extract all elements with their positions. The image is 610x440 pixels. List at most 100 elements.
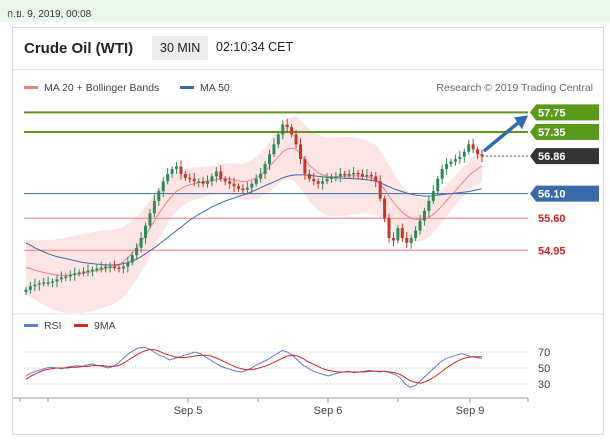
ma20-legend-swatch [24, 86, 38, 89]
candle [228, 176, 232, 189]
candle [409, 234, 413, 249]
candle [237, 183, 241, 192]
candle [329, 173, 333, 183]
level-tag-56.86: 56.86 [530, 148, 599, 165]
candle [334, 171, 338, 182]
level-tag-56.10: 56.10 [530, 185, 599, 202]
candle [445, 158, 449, 175]
candle [55, 274, 59, 288]
ma20-line [25, 147, 483, 276]
bollinger-fill [26, 116, 482, 314]
rsi-series-9MA [25, 349, 482, 384]
candle [440, 164, 444, 184]
candle [188, 173, 192, 183]
candle [422, 207, 426, 226]
bollinger-band [26, 116, 482, 314]
svg-text:54.95: 54.95 [538, 245, 566, 257]
candle [267, 149, 271, 170]
rsi-tick-70: 70 [538, 347, 550, 359]
candle [108, 262, 112, 273]
candle [95, 264, 99, 273]
candle [290, 124, 294, 138]
rsi-tick-30: 30 [538, 379, 550, 391]
candle [343, 170, 347, 178]
candle [46, 276, 50, 287]
candle [170, 166, 174, 178]
candle [144, 222, 148, 244]
candle [418, 214, 422, 235]
candle [206, 175, 210, 188]
candle [33, 278, 37, 292]
candle [86, 264, 90, 277]
candle [219, 165, 223, 182]
candle [175, 162, 179, 174]
ma50-legend-label: MA 50 [200, 82, 230, 94]
candle [157, 188, 161, 206]
candle [259, 167, 263, 183]
research-credit: Research © 2019 Trading Central [436, 82, 593, 94]
candle [378, 175, 382, 202]
candle [126, 256, 130, 273]
rsi-series-RSI [25, 346, 483, 388]
candle [281, 120, 285, 140]
x-tick-label: Sep 9 [456, 405, 485, 417]
date-text: ก.ย. 9, 2019, 00:08 [7, 9, 92, 20]
candle [59, 271, 63, 283]
ma50-line [25, 174, 483, 266]
candle [303, 156, 307, 180]
candle [307, 169, 311, 182]
candle [99, 261, 103, 273]
candle [462, 148, 466, 163]
svg-text:55.60: 55.60 [538, 213, 566, 225]
candle [276, 131, 280, 149]
rsi-tick-50: 50 [538, 363, 550, 375]
candle [471, 138, 475, 154]
candle [241, 184, 245, 194]
candle [82, 267, 86, 277]
x-tick-label: Sep 5 [174, 405, 203, 417]
candle [210, 173, 214, 187]
arrow-head [514, 115, 528, 130]
candle [387, 213, 391, 243]
candle [42, 277, 46, 287]
time-label: 02:10:34 CET [216, 40, 294, 54]
candle [400, 223, 404, 242]
candle [405, 232, 409, 248]
candle [338, 167, 342, 183]
candle [396, 225, 400, 244]
forecast-arrow [483, 115, 528, 152]
candle [73, 267, 77, 281]
candle [369, 171, 373, 182]
candle [365, 168, 369, 181]
candle [453, 154, 457, 166]
candle [214, 167, 218, 183]
candle [37, 280, 41, 291]
candle [161, 176, 165, 198]
candle [245, 181, 249, 195]
candle [130, 252, 134, 266]
candle [250, 180, 254, 194]
svg-text:57.75: 57.75 [538, 107, 566, 119]
candle [352, 167, 356, 179]
candle [298, 138, 302, 165]
candle [449, 158, 453, 168]
candle [192, 172, 196, 187]
x-tick-label: Sep 6 [314, 405, 343, 417]
candle [254, 174, 258, 187]
candle [64, 273, 68, 282]
timeframe-badge[interactable]: 30 MIN [152, 36, 209, 60]
candle [467, 139, 471, 155]
candle [356, 169, 360, 180]
candle [294, 130, 298, 149]
candle [148, 208, 152, 229]
candle [152, 195, 156, 218]
candle [77, 269, 81, 277]
candle [113, 260, 117, 271]
candle [480, 149, 484, 163]
candle [383, 195, 387, 223]
candle [427, 196, 431, 217]
moving-averages [25, 147, 483, 276]
candle [28, 281, 32, 294]
rsi-legend-swatch [24, 324, 38, 327]
price-levels [24, 111, 528, 251]
